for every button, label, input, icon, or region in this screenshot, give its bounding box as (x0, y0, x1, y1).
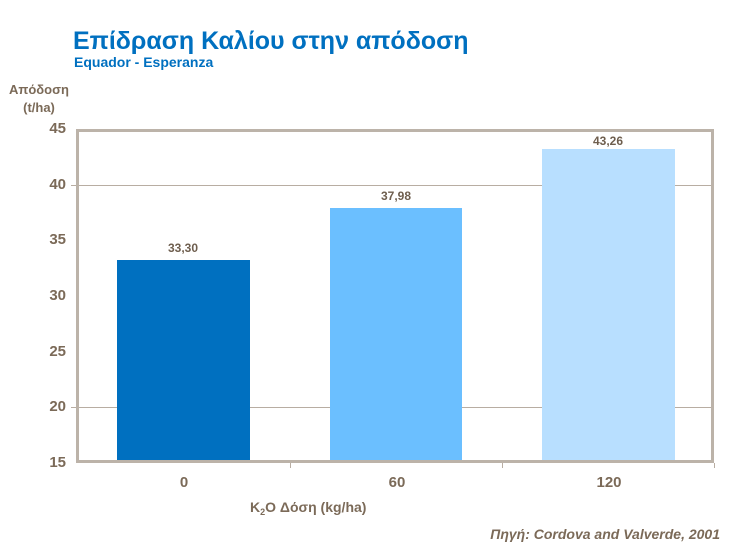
bar-value-label: 33,30 (167, 241, 199, 255)
bar-value-label: 43,26 (592, 134, 624, 148)
bar-k2o-60 (330, 208, 462, 463)
bar-k2o-0 (117, 260, 250, 463)
y-tick-30: 30 (49, 287, 66, 304)
bar-k2o-120 (542, 149, 675, 463)
plot-area (76, 129, 714, 463)
y-tick-45: 45 (49, 120, 66, 137)
chart-title: Επίδραση Καλίου στην απόδοση (73, 27, 469, 55)
y-axis-label-line1: Απόδοση (9, 82, 69, 97)
bar-value-label: 37,98 (380, 189, 412, 203)
x-axis-label-prefix: K (250, 499, 261, 515)
y-tick-20: 20 (49, 398, 66, 415)
x-axis-label: K2O Δόση (kg/ha) (250, 499, 410, 517)
x-tick-120: 120 (596, 474, 622, 491)
y-tick-40: 40 (49, 176, 66, 193)
x-axis-label-subscript: 2 (260, 507, 266, 517)
y-tick-35: 35 (49, 231, 66, 248)
x-tick-0: 0 (179, 474, 189, 491)
source-citation: Πηγή: Cordova and Valverde, 2001 (490, 526, 720, 542)
y-tick-15: 15 (49, 454, 66, 471)
x-tick-mark (290, 463, 291, 468)
y-axis-label: Απόδοση (t/ha) (8, 81, 98, 117)
x-tick-mark (714, 463, 715, 468)
x-tick-mark (502, 463, 503, 468)
y-axis-label-line2: (t/ha) (23, 100, 55, 115)
gridline-40 (71, 185, 714, 186)
y-tick-25: 25 (49, 343, 66, 360)
x-axis-label-suffix: O Δόση (kg/ha) (265, 499, 367, 515)
x-tick-60: 60 (388, 474, 406, 491)
chart-subtitle: Equador - Esperanza (74, 54, 214, 70)
